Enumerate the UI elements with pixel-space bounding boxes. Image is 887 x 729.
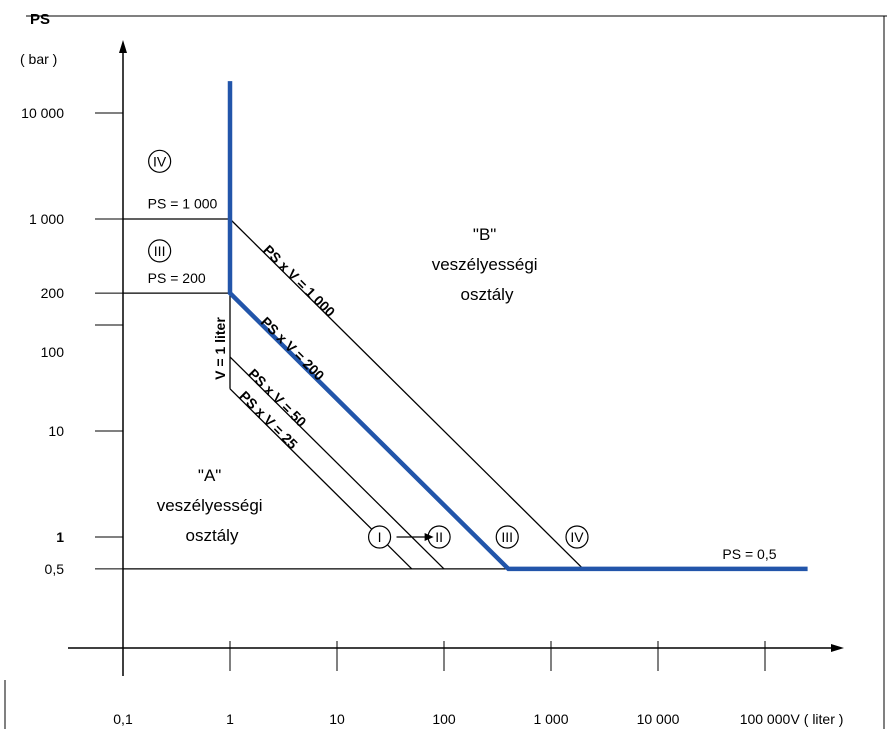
category-circle bbox=[495, 525, 519, 549]
category-label: IV bbox=[153, 153, 167, 169]
category-label: I bbox=[378, 529, 382, 545]
x-axis-arrow bbox=[831, 644, 844, 652]
y-tick-label: 1 000 bbox=[29, 211, 64, 227]
y-tick-label: 200 bbox=[41, 285, 65, 301]
category-label: II bbox=[435, 529, 443, 545]
category-circle bbox=[565, 525, 589, 549]
x-axis-label: V ( liter ) bbox=[791, 711, 844, 727]
category-label: III bbox=[154, 243, 166, 259]
iso-line-label: PS x V = 200 bbox=[258, 314, 328, 384]
y-tick-label: 0,5 bbox=[45, 561, 65, 577]
annotation: PS = 200 bbox=[148, 270, 206, 286]
x-tick-label: 1 bbox=[226, 711, 234, 727]
region-a-label: "A" veszélyességi osztály bbox=[157, 466, 268, 545]
y-axis-unit: ( bar ) bbox=[20, 51, 57, 67]
region-a-line-2: veszélyességi bbox=[157, 496, 263, 515]
category-label: III bbox=[501, 529, 513, 545]
x-tick-label: 1 000 bbox=[533, 711, 568, 727]
annotation: PS = 0,5 bbox=[722, 546, 776, 562]
x-tick-label: 10 bbox=[329, 711, 345, 727]
x-tick-label: 0,1 bbox=[113, 711, 133, 727]
y-axis-arrow bbox=[119, 40, 127, 53]
category-label: IV bbox=[570, 529, 584, 545]
region-b-label: "B" veszélyességi osztály bbox=[432, 225, 543, 304]
region-b-line-1: "B" bbox=[473, 225, 496, 244]
y-tick-label: 10 bbox=[48, 423, 64, 439]
iso-line-label: PS x V = 1 000 bbox=[260, 242, 338, 320]
region-b-line-3: osztály bbox=[461, 285, 514, 304]
y-tick-label: 1 bbox=[56, 529, 64, 545]
x-tick-label: 10 000 bbox=[637, 711, 680, 727]
category-circle bbox=[367, 525, 392, 549]
category-circle bbox=[148, 149, 172, 173]
y-tick-label: 100 bbox=[41, 344, 65, 360]
annotation: PS = 1 000 bbox=[148, 196, 218, 212]
region-a-line-3: osztály bbox=[186, 526, 239, 545]
category-arrow-head bbox=[424, 533, 434, 541]
x-tick-label: 100 000 bbox=[740, 711, 791, 727]
annotation: V = 1 liter bbox=[212, 317, 228, 380]
y-tick-label: 10 000 bbox=[21, 105, 64, 121]
y-axis-label: PS bbox=[30, 11, 50, 28]
limit-line bbox=[229, 218, 584, 570]
limit-line bbox=[229, 356, 445, 570]
x-tick-label: 100 bbox=[432, 711, 456, 727]
category-circle bbox=[148, 239, 172, 263]
region-a-line-1: "A" bbox=[198, 466, 221, 485]
category-boundary-line bbox=[227, 81, 808, 572]
region-b-line-2: veszélyességi bbox=[432, 255, 538, 274]
